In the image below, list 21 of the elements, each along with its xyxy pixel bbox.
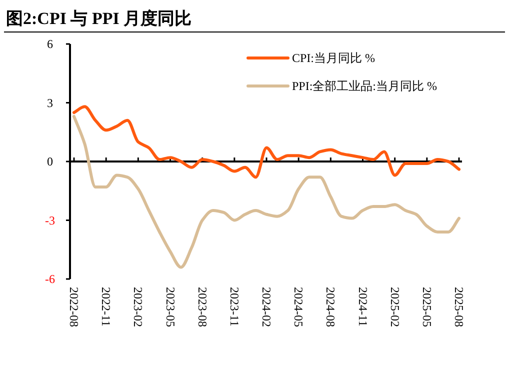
x-tick-label: 2025-05: [420, 287, 434, 327]
x-tick-label: 2025-02: [388, 287, 402, 327]
x-tick-label: 2025-08: [452, 287, 466, 327]
x-tick-label: 2023-08: [195, 287, 210, 327]
x-tick-label: 2024-08: [324, 287, 338, 327]
y-tick-label: 3: [47, 96, 53, 110]
x-tick-label: 2023-02: [131, 287, 146, 327]
y-tick-label: 0: [47, 154, 53, 168]
x-tick-label: 2024-11: [356, 287, 370, 327]
x-tick-label: 2024-05: [292, 287, 306, 327]
title: 图2:CPI 与 PPI 月度同比: [6, 9, 192, 28]
x-tick-label: 2024-02: [260, 287, 274, 327]
x-tick-label: 2023-11: [227, 287, 242, 327]
legend-label: PPI:全部工业品:当月同比 %: [292, 79, 438, 93]
legend-label: CPI:当月同比 %: [292, 51, 376, 65]
y-tick-label: -6: [45, 272, 55, 286]
y-tick-label: -3: [45, 213, 55, 228]
x-tick-label: 2022-11: [99, 287, 114, 327]
x-tick-label: 2023-05: [163, 287, 178, 327]
y-tick-label: 6: [47, 37, 53, 51]
x-tick-label: 2022-08: [67, 287, 81, 327]
